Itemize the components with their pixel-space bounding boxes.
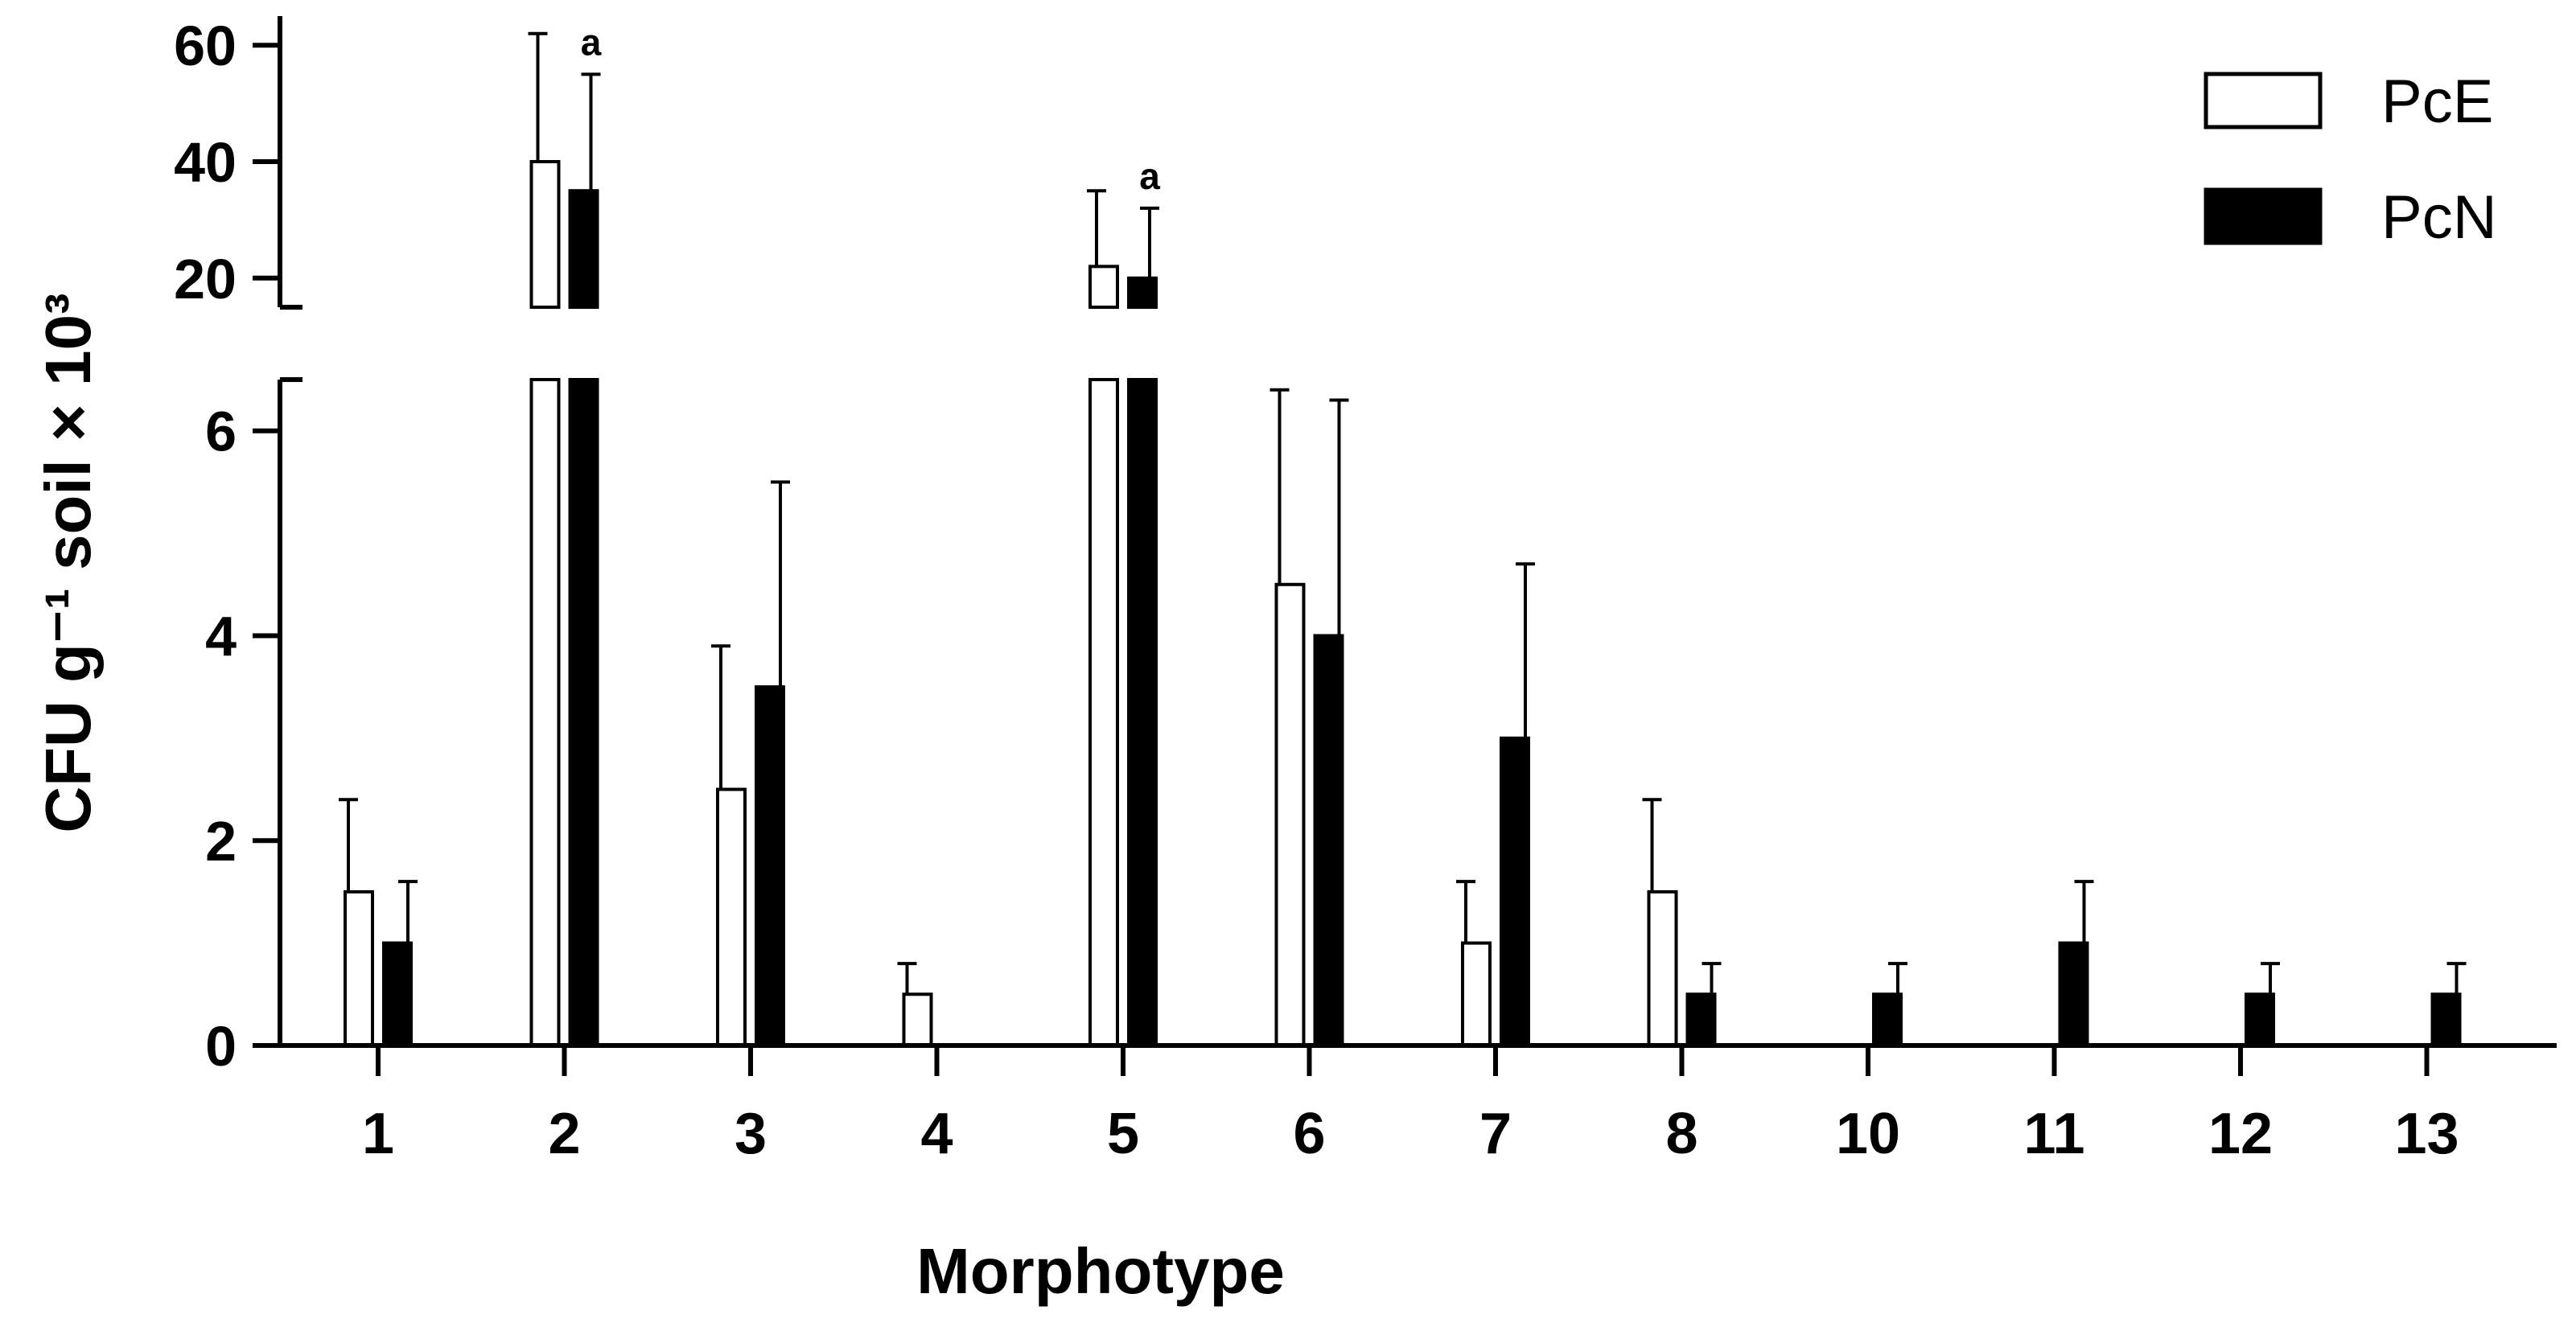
bar-upper-pce-2 (529, 160, 561, 309)
x-axis-label: Morphotype (916, 1235, 1285, 1307)
legend-swatch-pcn (2204, 187, 2323, 245)
bar-pce-7 (1461, 941, 1492, 1047)
y-tick-label-20: 20 (174, 248, 237, 310)
y-tick-label-6: 6 (205, 400, 237, 463)
bar-pcn-6 (1313, 634, 1344, 1047)
bar-pcn-5 (1127, 378, 1158, 1047)
y-axis-label-group: CFU g⁻¹ soil × 10³ (32, 293, 104, 832)
axes-layer (253, 16, 2557, 1076)
legend-label-pce: PcE (2381, 68, 2493, 136)
annotation-5: a (1139, 155, 1160, 197)
bar-pcn-10 (1872, 992, 1903, 1048)
y-tick-label-0: 0 (205, 1015, 237, 1078)
bar-pce-1 (344, 889, 374, 1048)
bar-pce-3 (716, 787, 747, 1047)
x-tick-label-4: 4 (920, 1102, 953, 1166)
y-tick-label-60: 60 (174, 14, 237, 77)
bar-pce-2 (529, 378, 561, 1047)
x-tick-label-6: 6 (1293, 1102, 1325, 1166)
x-tick-label-2: 2 (548, 1102, 580, 1166)
y-tick-label-2: 2 (205, 810, 237, 873)
y-tick-label-40: 40 (174, 131, 237, 194)
legend-swatch-pce (2204, 72, 2323, 129)
bar-pcn-1 (382, 941, 413, 1047)
y-axis-label: CFU g⁻¹ soil × 10³ (32, 293, 104, 832)
x-tick-label-5: 5 (1107, 1102, 1139, 1166)
error-bars-layer (339, 31, 2467, 995)
bar-pcn-12 (2245, 992, 2275, 1048)
bar-pcn-11 (2058, 941, 2089, 1047)
legend-label-pcn: PcN (2381, 183, 2497, 252)
bar-upper-pce-5 (1088, 265, 1119, 310)
x-tick-label-10: 10 (1836, 1102, 1900, 1166)
bar-pce-6 (1274, 582, 1306, 1047)
x-tick-label-12: 12 (2208, 1102, 2273, 1166)
bar-upper-pcn-5 (1127, 276, 1158, 309)
y-tick-label-4: 4 (205, 605, 237, 668)
x-tick-label-13: 13 (2394, 1102, 2459, 1166)
annotations-layer: aa (581, 21, 1161, 197)
bar-pcn-8 (1685, 992, 1717, 1048)
x-tick-label-3: 3 (735, 1102, 767, 1166)
bar-pcn-2 (568, 378, 599, 1047)
bar-pce-8 (1647, 889, 1678, 1048)
bar-pcn-3 (755, 685, 785, 1048)
x-tick-label-8: 8 (1665, 1102, 1697, 1166)
x-tick-label-11: 11 (2023, 1102, 2084, 1166)
bars-layer (344, 160, 2462, 1048)
x-tick-label-7: 7 (1479, 1102, 1512, 1166)
bar-pce-5 (1088, 378, 1119, 1047)
bar-upper-pcn-2 (568, 189, 599, 309)
x-tick-label-1: 1 (362, 1102, 394, 1166)
annotation-2: a (581, 21, 602, 63)
bar-pcn-13 (2430, 992, 2462, 1048)
legend: PcE PcN (2204, 68, 2497, 252)
bar-pcn-7 (1500, 736, 1530, 1047)
bar-pce-4 (902, 992, 933, 1048)
